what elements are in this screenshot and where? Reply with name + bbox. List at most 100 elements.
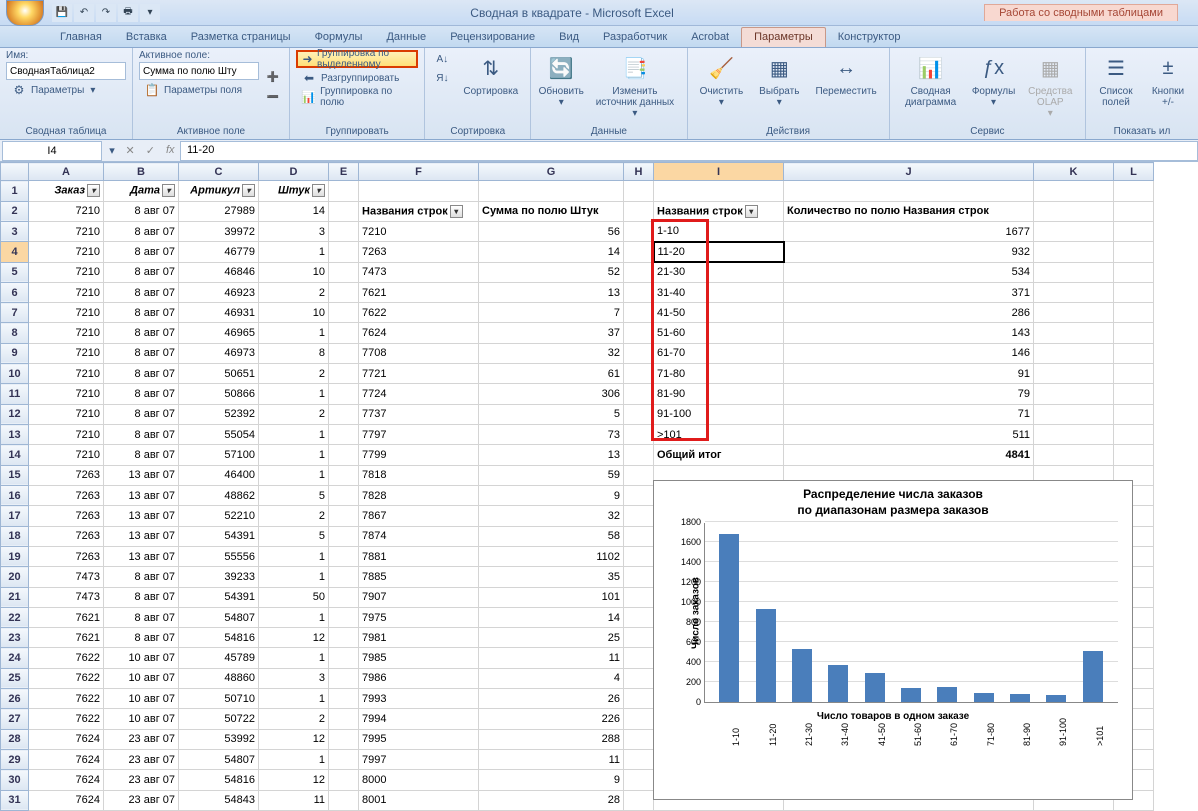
row-header-8[interactable]: 8 — [1, 323, 29, 343]
col-header-F[interactable]: F — [359, 163, 479, 181]
plusminus-button[interactable]: ±Кнопки +/- — [1144, 50, 1192, 124]
tab-acrobat[interactable]: Acrobat — [679, 28, 741, 47]
col-header-J[interactable]: J — [784, 163, 1034, 181]
filter-icon[interactable]: ▾ — [87, 184, 100, 197]
filter-icon[interactable]: ▾ — [242, 184, 255, 197]
row-header-4[interactable]: 4 — [1, 242, 29, 262]
pivot2-label-cell[interactable]: Общий итог — [654, 445, 784, 465]
tab-главная[interactable]: Главная — [48, 28, 114, 47]
row-header-16[interactable]: 16 — [1, 485, 29, 505]
pivot1-rowlabels-header[interactable]: Названия строк▾ — [359, 201, 479, 221]
row-header-17[interactable]: 17 — [1, 506, 29, 526]
row-header-11[interactable]: 11 — [1, 384, 29, 404]
header-cell[interactable]: Артикул▾ — [179, 181, 259, 201]
office-button[interactable] — [6, 0, 44, 26]
name-box[interactable]: I4 — [2, 141, 102, 161]
pivot-chart-button[interactable]: 📊Сводная диаграмма — [896, 50, 966, 124]
select-all-corner[interactable] — [1, 163, 29, 181]
pivot2-rowlabels-header[interactable]: Названия строк▾ — [654, 201, 784, 221]
name-box-dropdown-icon[interactable]: ▾ — [104, 144, 120, 157]
enter-icon[interactable]: ✓ — [146, 144, 155, 157]
row-header-13[interactable]: 13 — [1, 425, 29, 445]
row-header-25[interactable]: 25 — [1, 668, 29, 688]
pivot-name-input[interactable] — [6, 62, 126, 80]
row-header-2[interactable]: 2 — [1, 201, 29, 221]
filter-icon[interactable]: ▾ — [450, 205, 463, 218]
tab-формулы[interactable]: Формулы — [303, 28, 375, 47]
pivot2-label-cell[interactable]: 61-70 — [654, 343, 784, 363]
col-header-L[interactable]: L — [1114, 163, 1154, 181]
tab-данные[interactable]: Данные — [374, 28, 438, 47]
row-header-21[interactable]: 21 — [1, 587, 29, 607]
pivot2-label-cell[interactable]: 41-50 — [654, 303, 784, 323]
redo-icon[interactable]: ↷ — [96, 4, 116, 22]
col-header-B[interactable]: B — [104, 163, 179, 181]
pivot2-label-cell[interactable]: 91-100 — [654, 404, 784, 424]
header-cell[interactable]: Штук▾ — [259, 181, 329, 201]
formula-bar[interactable]: 11-20 — [180, 141, 1198, 161]
row-header-26[interactable]: 26 — [1, 689, 29, 709]
row-header-20[interactable]: 20 — [1, 567, 29, 587]
fx-icon[interactable]: fx — [166, 144, 175, 157]
tab-конструктор[interactable]: Конструктор — [826, 28, 913, 47]
change-source-button[interactable]: 📑Изменить источник данных▾ — [589, 50, 680, 124]
collapse-icon[interactable]: ➖ — [263, 88, 283, 106]
pivot2-label-cell[interactable]: >101 — [654, 425, 784, 445]
expand-icon[interactable]: ➕ — [263, 68, 283, 86]
filter-icon[interactable]: ▾ — [312, 184, 325, 197]
field-list-button[interactable]: ☰Список полей — [1092, 50, 1140, 124]
col-header-E[interactable]: E — [329, 163, 359, 181]
col-header-C[interactable]: C — [179, 163, 259, 181]
sort-button[interactable]: ⇅Сортировка — [457, 50, 524, 124]
save-icon[interactable]: 💾 — [52, 4, 72, 22]
row-header-12[interactable]: 12 — [1, 404, 29, 424]
pivot2-values-header[interactable]: Количество по полю Названия строк — [784, 201, 1034, 221]
row-header-18[interactable]: 18 — [1, 526, 29, 546]
row-header-28[interactable]: 28 — [1, 729, 29, 749]
worksheet[interactable]: ABCDEFGHIJKL1Заказ▾Дата▾Артикул▾Штук▾272… — [0, 162, 1198, 811]
qat-dropdown-icon[interactable]: ▾ — [140, 4, 160, 22]
pivot2-label-cell[interactable]: 1-10 — [654, 221, 784, 241]
col-header-D[interactable]: D — [259, 163, 329, 181]
pivot2-label-cell[interactable]: 51-60 — [654, 323, 784, 343]
col-header-G[interactable]: G — [479, 163, 624, 181]
group-field-button[interactable]: 📊Группировка по полю — [296, 88, 418, 106]
row-header-1[interactable]: 1 — [1, 181, 29, 201]
row-header-22[interactable]: 22 — [1, 607, 29, 627]
select-button[interactable]: ▦Выбрать▾ — [753, 50, 805, 124]
row-header-7[interactable]: 7 — [1, 303, 29, 323]
col-header-I[interactable]: I — [654, 163, 784, 181]
tab-вид[interactable]: Вид — [547, 28, 591, 47]
row-header-15[interactable]: 15 — [1, 465, 29, 485]
row-header-24[interactable]: 24 — [1, 648, 29, 668]
col-header-A[interactable]: A — [29, 163, 104, 181]
pivot2-label-cell[interactable]: 31-40 — [654, 282, 784, 302]
pivot-chart[interactable]: Распределение числа заказов по диапазона… — [653, 480, 1133, 800]
col-header-H[interactable]: H — [624, 163, 654, 181]
active-field-input[interactable] — [139, 62, 259, 80]
row-header-14[interactable]: 14 — [1, 445, 29, 465]
pivot2-label-cell[interactable]: 71-80 — [654, 364, 784, 384]
undo-icon[interactable]: ↶ — [74, 4, 94, 22]
row-header-29[interactable]: 29 — [1, 750, 29, 770]
row-header-19[interactable]: 19 — [1, 546, 29, 566]
print-icon[interactable]: 🖶 — [118, 4, 138, 22]
formulas-button[interactable]: ƒxФормулы▾ — [970, 50, 1018, 124]
filter-icon[interactable]: ▾ — [745, 205, 758, 218]
group-selection-button[interactable]: ➜Группировка по выделенному — [296, 50, 418, 68]
row-header-3[interactable]: 3 — [1, 221, 29, 241]
tab-рецензирование[interactable]: Рецензирование — [438, 28, 547, 47]
row-header-27[interactable]: 27 — [1, 709, 29, 729]
sort-desc-button[interactable]: Я↓ — [431, 69, 453, 87]
sort-asc-button[interactable]: A↓ — [431, 50, 453, 68]
move-button[interactable]: ↔Переместить — [809, 50, 882, 124]
field-params-button[interactable]: 📋Параметры поля — [139, 81, 259, 99]
olap-button[interactable]: ▦Средства OLAP▾ — [1022, 50, 1079, 124]
pivot1-values-header[interactable]: Сумма по полю Штук — [479, 201, 624, 221]
pivot-params-button[interactable]: ⚙Параметры▾ — [6, 81, 126, 99]
row-header-6[interactable]: 6 — [1, 282, 29, 302]
tab-параметры[interactable]: Параметры — [741, 27, 826, 47]
row-header-30[interactable]: 30 — [1, 770, 29, 790]
cancel-icon[interactable]: ✕ — [126, 144, 135, 157]
pivot2-label-cell[interactable]: 21-30 — [654, 262, 784, 282]
